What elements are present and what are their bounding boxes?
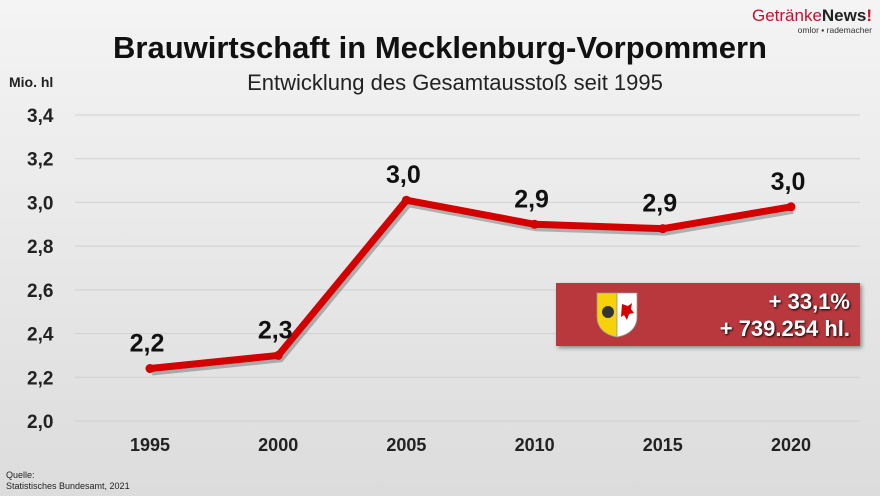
logo-text-1: Getränke bbox=[751, 6, 822, 25]
data-label: 2,9 bbox=[642, 190, 677, 218]
data-point bbox=[530, 219, 540, 229]
data-label: 2,9 bbox=[514, 185, 549, 213]
chart-subtitle: Entwicklung des Gesamtausstoß seit 1995 bbox=[247, 70, 663, 95]
percent-change: + 33,1% bbox=[768, 289, 850, 314]
y-tick-label: 2,2 bbox=[27, 368, 53, 389]
y-tick-label: 2,6 bbox=[27, 281, 53, 302]
y-tick-label: 2,0 bbox=[27, 412, 53, 433]
y-tick-label: 2,4 bbox=[27, 325, 54, 346]
data-label: 3,0 bbox=[386, 161, 421, 189]
logo-tagline: omlor ▪ rademacher bbox=[797, 25, 872, 35]
y-axis-label: Mio. hl bbox=[9, 74, 54, 90]
volume-change: + 739.254 hl. bbox=[719, 316, 850, 341]
y-tick-label: 3,0 bbox=[27, 193, 53, 214]
x-tick-label: 1995 bbox=[130, 435, 170, 455]
source-text: Statistisches Bundesamt, 2021 bbox=[6, 481, 130, 491]
x-tick-label: 2015 bbox=[643, 435, 683, 455]
data-point bbox=[273, 350, 283, 360]
x-tick-label: 2000 bbox=[258, 435, 298, 455]
highlight-box: + 33,1% + 739.254 hl. bbox=[556, 283, 860, 346]
logo-text-2: News bbox=[821, 6, 867, 25]
data-label: 3,0 bbox=[771, 168, 806, 196]
x-tick-label: 2010 bbox=[515, 435, 555, 455]
coat-of-arms-mecklenburg-vorpommern-icon bbox=[596, 292, 638, 338]
source-label: Quelle: bbox=[6, 470, 35, 480]
y-tick-label: 3,2 bbox=[27, 150, 53, 171]
data-point bbox=[401, 195, 411, 205]
data-point bbox=[658, 224, 668, 234]
x-tick-label: 2005 bbox=[386, 435, 426, 455]
y-tick-label: 3,4 bbox=[27, 106, 54, 127]
chart-title: Brauwirtschaft in Mecklenburg-Vorpommern bbox=[113, 30, 767, 65]
y-tick-label: 2,8 bbox=[27, 237, 53, 258]
getraenkenews-logo: GetränkeNews! omlor ▪ rademacher bbox=[752, 6, 872, 35]
source-note: Quelle: Statistisches Bundesamt, 2021 bbox=[6, 470, 130, 492]
series-line bbox=[146, 196, 795, 373]
data-label: 2,2 bbox=[130, 330, 165, 358]
x-tick-label: 2020 bbox=[771, 435, 811, 455]
data-label: 2,3 bbox=[258, 316, 293, 344]
data-point bbox=[145, 364, 155, 374]
logo-mark: ! bbox=[866, 6, 872, 25]
data-point bbox=[786, 202, 796, 212]
